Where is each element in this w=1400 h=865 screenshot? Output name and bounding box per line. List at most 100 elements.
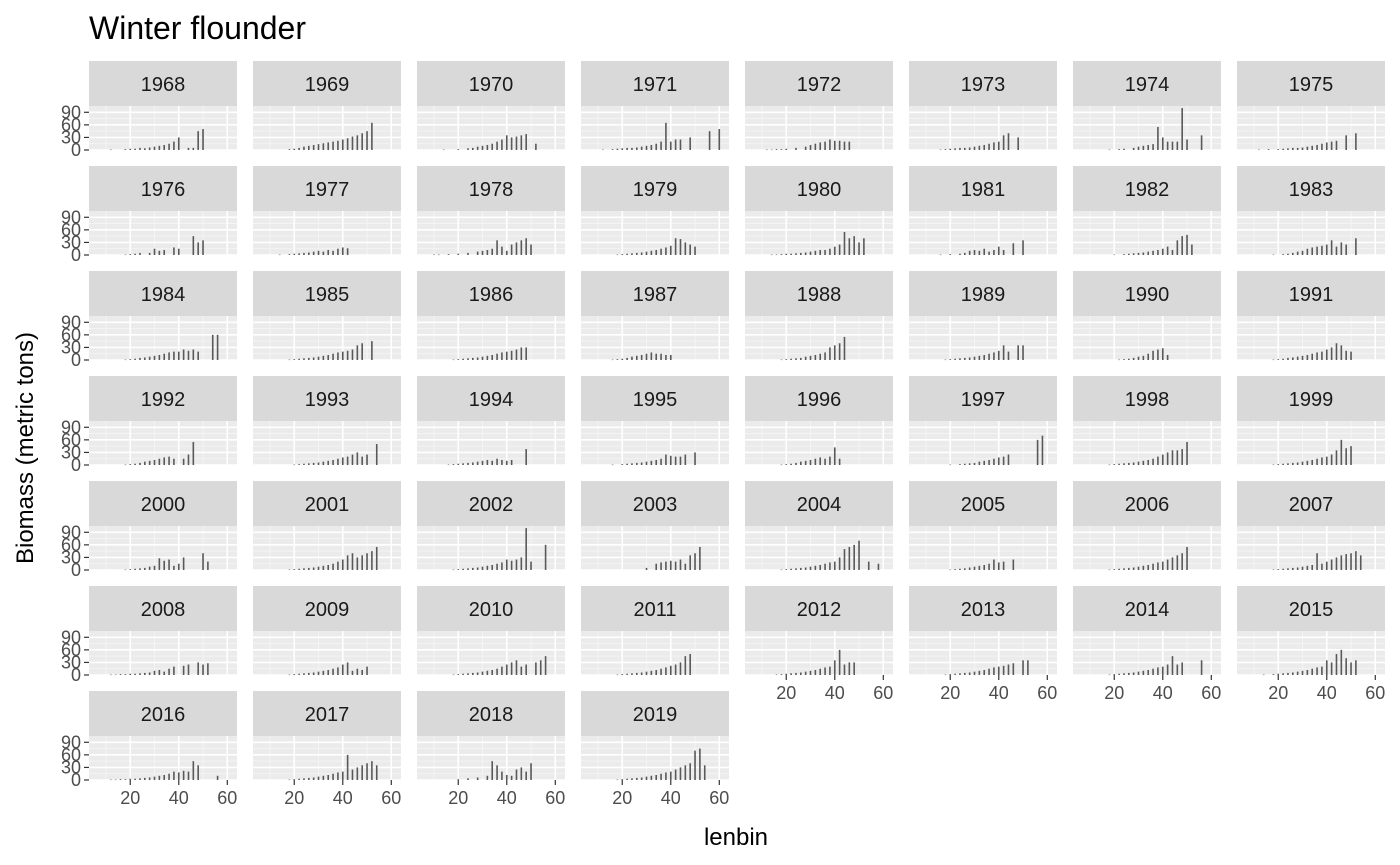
- bar: [303, 568, 305, 570]
- bar: [312, 144, 315, 150]
- bar: [462, 568, 464, 570]
- bar: [1272, 254, 1275, 256]
- bar: [1330, 662, 1333, 675]
- bar: [1296, 462, 1299, 465]
- bar: [530, 561, 532, 570]
- facet-panel: 1996: [745, 376, 893, 466]
- bar: [1166, 664, 1169, 675]
- bar: [341, 351, 344, 360]
- facet-strip-label: 1997: [961, 389, 1006, 411]
- bar: [496, 765, 498, 780]
- bar: [168, 143, 170, 150]
- bar: [1147, 669, 1150, 675]
- facet-panel: 1997: [909, 376, 1057, 466]
- facet-strip-label: 1976: [141, 179, 186, 201]
- facet-strip: [581, 271, 729, 316]
- bar: [366, 666, 368, 675]
- bar: [1027, 660, 1029, 675]
- bar: [144, 777, 146, 780]
- bar: [1132, 147, 1135, 150]
- facet-strip-label: 1996: [797, 389, 842, 411]
- bar: [129, 148, 132, 150]
- bar: [684, 765, 687, 780]
- bar: [1171, 656, 1174, 675]
- bar: [501, 666, 503, 675]
- bar: [467, 252, 469, 255]
- facet-strip: [253, 691, 401, 736]
- bar: [153, 459, 156, 465]
- facet-strip: [1237, 166, 1385, 211]
- y-tick-label: 60: [61, 115, 81, 135]
- bar: [684, 563, 687, 570]
- bar: [626, 463, 628, 465]
- bar: [322, 143, 325, 150]
- bar: [515, 559, 518, 570]
- bar: [626, 778, 628, 780]
- bar: [814, 458, 817, 465]
- bar: [631, 463, 633, 465]
- bar: [1181, 662, 1183, 675]
- bar: [650, 144, 653, 150]
- bar: [689, 244, 691, 255]
- bar: [1152, 350, 1154, 360]
- facet-strip: [89, 691, 237, 736]
- bar: [293, 148, 296, 150]
- bar: [1340, 439, 1343, 465]
- bar: [216, 334, 219, 360]
- bar: [1176, 240, 1179, 255]
- bar: [173, 666, 175, 675]
- bar: [168, 456, 170, 465]
- facet-strip: [417, 481, 565, 526]
- bar: [173, 565, 175, 570]
- bar: [809, 355, 812, 360]
- bar: [1287, 253, 1289, 255]
- bar: [1123, 148, 1125, 150]
- bar: [863, 238, 865, 255]
- facet-strip: [1237, 376, 1385, 421]
- bar: [1325, 456, 1328, 465]
- bar: [308, 672, 310, 675]
- bar: [158, 669, 161, 675]
- bar: [800, 461, 802, 465]
- bar: [163, 671, 166, 675]
- bar: [1316, 246, 1318, 255]
- bar: [182, 665, 185, 675]
- facet-panel: 2003: [581, 481, 729, 571]
- bar: [153, 776, 156, 780]
- facet-panel: 1982: [1073, 166, 1221, 256]
- bar: [669, 560, 672, 570]
- bar: [525, 134, 527, 150]
- bar: [1345, 658, 1347, 675]
- y-tick-label: 30: [61, 442, 81, 462]
- bar: [298, 358, 300, 360]
- bar: [1292, 147, 1294, 150]
- bar: [332, 250, 334, 255]
- panel-background: [89, 526, 237, 570]
- bar: [1267, 149, 1270, 150]
- bar: [486, 565, 489, 570]
- facet-strip: [417, 271, 565, 316]
- bar: [804, 460, 807, 465]
- bar: [293, 253, 296, 255]
- bar: [317, 566, 320, 570]
- bar: [1306, 669, 1309, 675]
- bar: [616, 148, 619, 150]
- bar: [631, 356, 633, 360]
- bar: [481, 671, 484, 675]
- bar: [694, 452, 696, 465]
- bar: [501, 562, 503, 570]
- bar: [1272, 569, 1275, 571]
- bar: [964, 463, 966, 465]
- facet-strip: [1237, 481, 1385, 526]
- bar: [361, 133, 363, 150]
- facet-panel: 1981: [909, 166, 1057, 256]
- bar: [1306, 460, 1309, 465]
- bar: [356, 767, 359, 780]
- facet-strip: [581, 166, 729, 211]
- bar: [780, 464, 783, 466]
- bar: [993, 249, 995, 255]
- facet-strip-label: 1995: [633, 389, 678, 411]
- bar: [332, 353, 334, 360]
- panel-background: [89, 631, 237, 675]
- panel-background: [253, 211, 401, 255]
